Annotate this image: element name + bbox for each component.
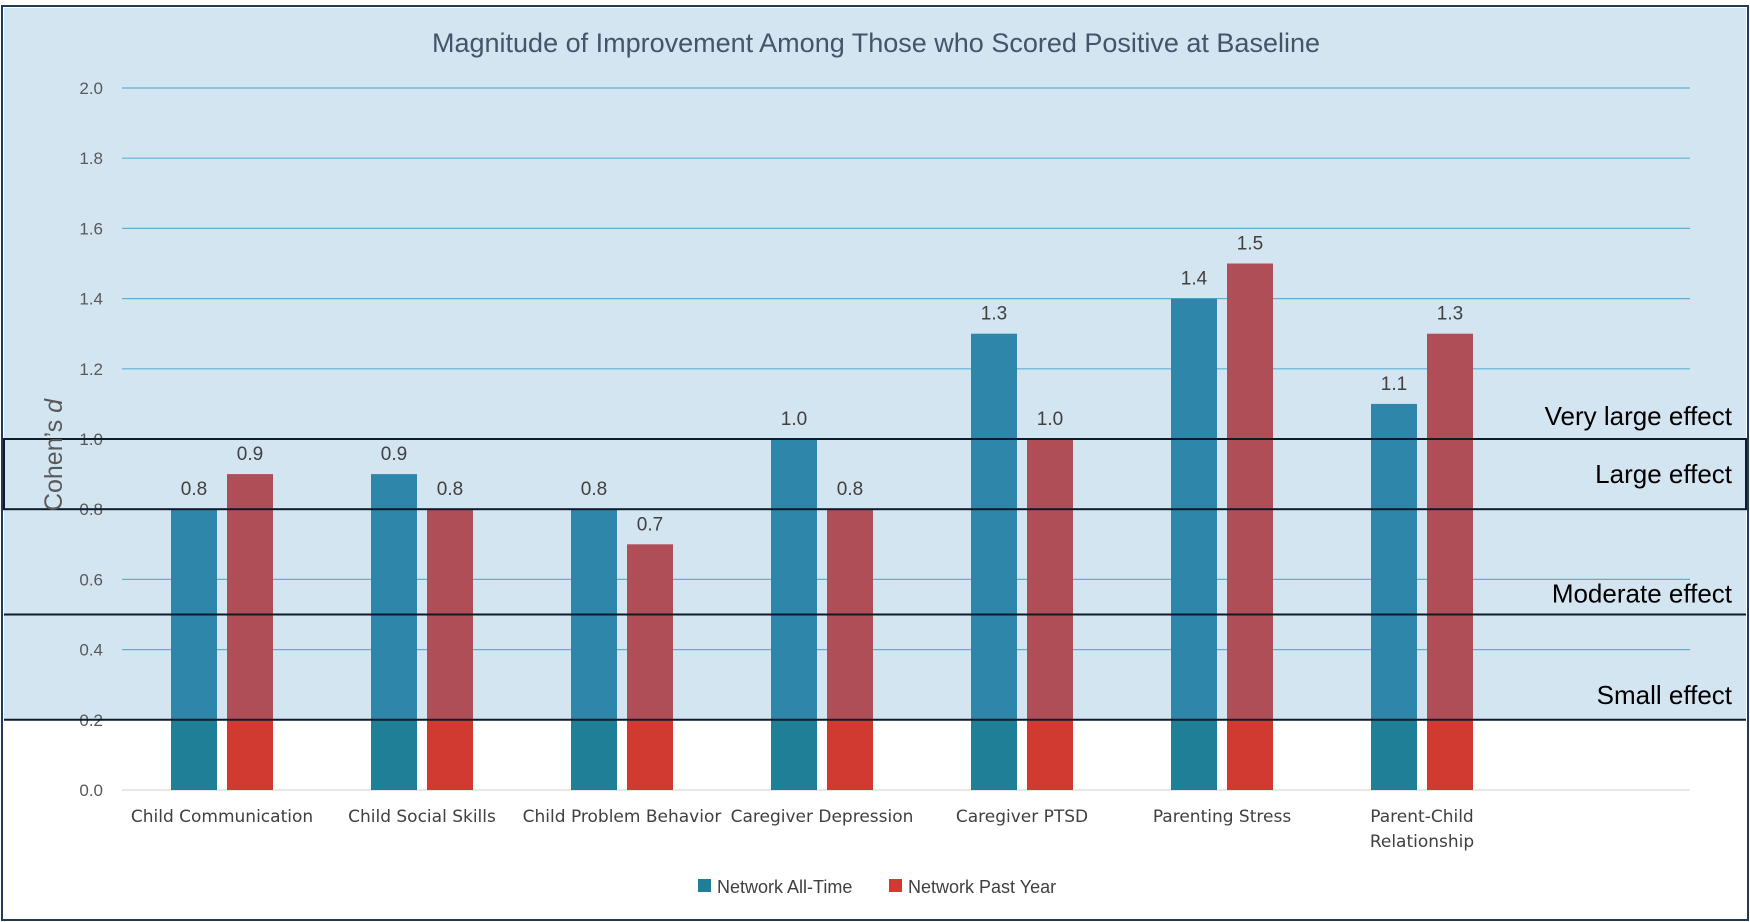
bar — [1227, 263, 1273, 790]
bar-lower — [627, 719, 673, 790]
bar-lower — [1427, 719, 1473, 790]
bar-lower — [571, 719, 617, 790]
chart-frame — [1, 5, 1749, 921]
category-label: Child Social Skills — [348, 807, 496, 827]
bar — [1427, 333, 1473, 790]
bar-upper — [1227, 263, 1273, 720]
category-label: Parent-Child Relationship — [1370, 807, 1474, 852]
data-label: 1.0 — [781, 409, 807, 430]
bar-upper — [771, 439, 817, 720]
chart-title: Magnitude of Improvement Among Those who… — [432, 28, 1320, 58]
bar — [571, 509, 617, 790]
data-label: 1.5 — [1237, 234, 1263, 255]
bar-lower — [827, 719, 873, 790]
y-tick-label: 2.0 — [79, 79, 103, 98]
legend-swatch — [698, 879, 711, 892]
category-label: Parenting Stress — [1153, 807, 1292, 827]
y-axis-label: Cohen’s d — [40, 398, 68, 511]
bar-upper — [627, 544, 673, 720]
legend-label: Network Past Year — [908, 877, 1056, 897]
bar-lower — [427, 719, 473, 790]
legend-swatch — [889, 879, 902, 892]
y-tick-label: 1.6 — [79, 219, 103, 238]
bar — [827, 509, 873, 790]
effect-band-label: Very large effect — [1545, 401, 1733, 431]
category-label: Caregiver Depression — [731, 807, 914, 827]
bar-lower — [771, 719, 817, 790]
y-tick-label: 1.2 — [79, 360, 103, 379]
bar-lower — [1027, 719, 1073, 790]
data-label: 0.8 — [437, 479, 463, 500]
data-label: 0.8 — [181, 479, 207, 500]
category-label: Child Problem Behavior — [523, 807, 722, 827]
effect-band-label: Moderate effect — [1552, 579, 1733, 609]
data-label: 0.9 — [381, 444, 407, 465]
category-label: Child Communication — [131, 807, 313, 827]
legend-item: Network All-Time — [698, 877, 852, 897]
bar-lower — [1227, 719, 1273, 790]
data-label: 0.8 — [837, 479, 863, 500]
bar — [1027, 439, 1073, 790]
data-label: 1.3 — [981, 304, 1007, 325]
bar-upper — [1427, 333, 1473, 720]
bar-lower — [371, 719, 417, 790]
bar — [1171, 298, 1217, 790]
bar — [971, 333, 1017, 790]
bar — [1371, 403, 1417, 790]
y-tick-label: 0.0 — [79, 781, 103, 800]
bar-lower — [971, 719, 1017, 790]
bar — [427, 509, 473, 790]
data-label: 1.0 — [1037, 409, 1063, 430]
bar-lower — [171, 719, 217, 790]
y-tick-label: 0.6 — [79, 570, 103, 589]
category-label: Caregiver PTSD — [956, 807, 1088, 827]
legend-label: Network All-Time — [717, 877, 852, 897]
bar-upper — [371, 474, 417, 720]
data-label: 0.9 — [237, 444, 263, 465]
legend-item: Network Past Year — [889, 877, 1056, 897]
bar-upper — [971, 333, 1017, 720]
bar-upper — [1027, 439, 1073, 720]
bar-lower — [1371, 719, 1417, 790]
bar-upper — [1371, 403, 1417, 720]
bar-lower — [1171, 719, 1217, 790]
data-label: 0.8 — [581, 479, 607, 500]
bar — [371, 474, 417, 790]
data-label: 0.7 — [637, 514, 663, 535]
bar — [227, 474, 273, 790]
data-label: 1.3 — [1437, 304, 1463, 325]
effect-band-label: Small effect — [1597, 680, 1733, 710]
bar — [171, 509, 217, 790]
effect-band-label: Large effect — [1595, 459, 1733, 489]
y-tick-label: 1.4 — [79, 290, 103, 309]
bar — [627, 544, 673, 790]
bar-upper — [227, 474, 273, 720]
data-label: 1.4 — [1181, 269, 1208, 290]
large-effect-outline — [3, 438, 1747, 511]
y-tick-label: 0.4 — [79, 641, 103, 660]
data-label: 1.1 — [1381, 374, 1407, 395]
bar — [771, 439, 817, 790]
bar-lower — [227, 719, 273, 790]
y-tick-label: 1.8 — [79, 149, 103, 168]
